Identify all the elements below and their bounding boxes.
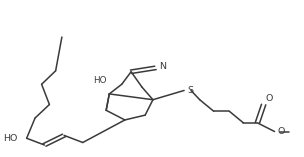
Text: HO: HO (93, 76, 107, 85)
Text: N: N (159, 62, 166, 71)
Text: S: S (187, 86, 193, 95)
Text: O: O (277, 127, 285, 136)
Text: O: O (265, 94, 273, 103)
Text: HO: HO (3, 134, 17, 143)
